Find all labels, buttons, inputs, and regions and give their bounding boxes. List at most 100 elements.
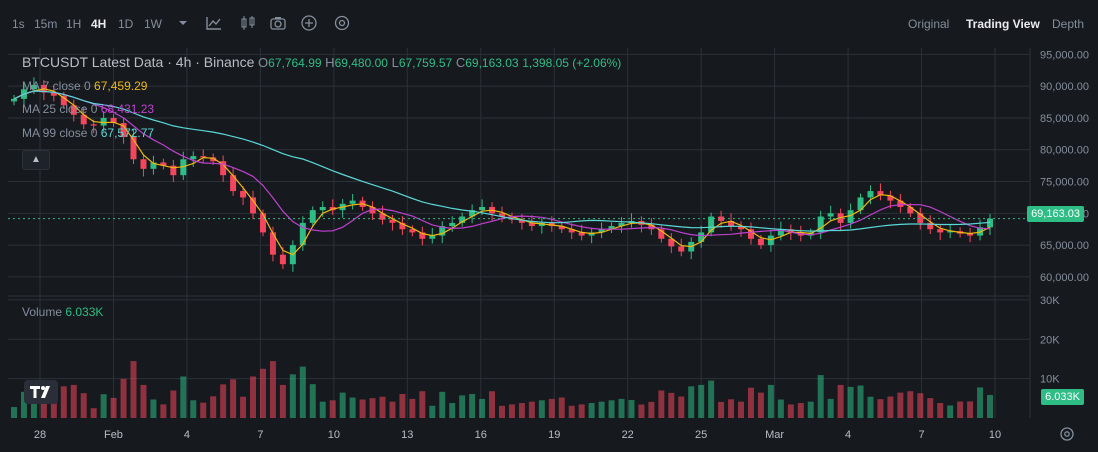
candle-style-icon[interactable] xyxy=(239,14,257,32)
change-value: 1,398.05 (+2.06%) xyxy=(522,56,622,70)
candle-body xyxy=(847,210,854,223)
volume-bar xyxy=(40,392,47,418)
volume-bar xyxy=(459,395,466,418)
volume-axis-label: 10K xyxy=(1040,374,1060,386)
candle-body xyxy=(459,216,466,223)
candle-body xyxy=(787,229,794,233)
candle-body xyxy=(857,197,864,211)
volume-bar xyxy=(60,386,67,418)
low-value: 67,759.57 xyxy=(398,56,453,70)
ma7-label: MA 7 close 0 xyxy=(22,79,91,93)
candle-body xyxy=(439,226,446,236)
volume-bar xyxy=(877,399,884,418)
date-axis-label: 19 xyxy=(548,429,560,441)
interval-15m[interactable]: 15m xyxy=(34,17,58,31)
candle-body xyxy=(518,219,525,223)
candle-body xyxy=(110,117,117,124)
candle-body xyxy=(668,238,675,247)
ma99-value: 67,572.77 xyxy=(100,126,155,140)
camera-icon[interactable] xyxy=(269,14,287,32)
volume-bar xyxy=(110,397,117,418)
volume-bar xyxy=(728,399,735,418)
candle-body xyxy=(827,213,834,217)
view-trading-view[interactable]: Trading View xyxy=(966,17,1040,31)
volume-bar xyxy=(20,391,27,418)
volume-bar xyxy=(180,376,187,418)
volume-bar xyxy=(598,401,605,418)
candle-body xyxy=(309,210,316,223)
volume-bar xyxy=(757,392,764,418)
candle-body xyxy=(558,226,565,230)
volume-bar xyxy=(937,403,944,418)
volume-bar xyxy=(210,396,217,418)
interval-1s[interactable]: 1s xyxy=(12,17,25,31)
volume-axis-label: 30K xyxy=(1040,295,1060,307)
volume-bar xyxy=(718,401,725,418)
volume-bar xyxy=(847,386,854,418)
volume-bar xyxy=(359,399,366,418)
view-original[interactable]: Original xyxy=(908,17,950,31)
volume-bar xyxy=(289,374,296,418)
volume-bar xyxy=(80,393,87,418)
candle-body xyxy=(887,195,894,201)
interval-4h[interactable]: 4H xyxy=(91,17,107,31)
volume-bar xyxy=(578,404,585,418)
candle-body xyxy=(269,232,276,255)
price-axis-label: 80,000.00 xyxy=(1040,145,1089,157)
volume-bar xyxy=(419,391,426,418)
volume-bar xyxy=(658,390,665,418)
candle-body xyxy=(399,222,406,230)
add-icon[interactable] xyxy=(300,14,318,32)
candle-body xyxy=(429,235,436,239)
candle-body xyxy=(240,191,247,198)
candle-body xyxy=(140,159,147,169)
ma99-legend: MA 99 close 0 67,572.77 xyxy=(22,126,154,140)
view-depth[interactable]: Depth xyxy=(1052,17,1085,31)
volume-bar xyxy=(678,396,685,418)
candle-body xyxy=(977,227,984,236)
candle-body xyxy=(379,213,386,220)
volume-bar xyxy=(528,401,535,418)
high-label: H xyxy=(325,55,335,70)
date-axis-label: 7 xyxy=(257,429,263,441)
volume-axis-label: 20K xyxy=(1040,334,1060,346)
volume-bar xyxy=(738,401,745,418)
candle-body xyxy=(927,222,934,230)
interval-1d[interactable]: 1D xyxy=(118,17,134,31)
date-axis-label: Mar xyxy=(765,429,784,441)
interval-1w[interactable]: 1W xyxy=(144,17,162,31)
price-axis-label: 95,000.00 xyxy=(1040,49,1089,61)
candle-body xyxy=(70,105,77,115)
date-axis-label: 22 xyxy=(622,429,634,441)
volume-bar xyxy=(777,399,784,418)
candle-body xyxy=(299,222,306,246)
indicator-icon[interactable] xyxy=(205,14,223,32)
candle-body xyxy=(658,229,665,239)
volume-bar xyxy=(30,400,37,418)
symbol-title: BTCUSDT Latest Data · 4h · Binance xyxy=(22,54,255,70)
volume-bar xyxy=(120,378,127,418)
date-axis-label: 13 xyxy=(401,429,413,441)
interval-1h[interactable]: 1H xyxy=(66,17,82,31)
candle-body xyxy=(449,222,456,227)
tradingview-logo-icon[interactable] xyxy=(24,380,58,404)
volume-bar xyxy=(947,405,954,418)
chart-settings-icon[interactable] xyxy=(1058,425,1076,443)
collapse-legend-button[interactable]: ▲ xyxy=(22,150,50,170)
volume-bar xyxy=(588,403,595,418)
price-axis-label: 75,000.00 xyxy=(1040,177,1089,189)
volume-bar xyxy=(538,400,545,418)
ohlc-legend: BTCUSDT Latest Data · 4h · Binance O67,7… xyxy=(22,54,621,70)
close-label: C xyxy=(455,55,466,70)
volume-bar xyxy=(917,393,924,418)
volume-bar xyxy=(767,384,774,418)
settings-icon[interactable] xyxy=(333,14,351,32)
date-axis-label: 28 xyxy=(34,429,46,441)
volume-bar xyxy=(797,403,804,418)
candle-body xyxy=(230,175,237,192)
volume-bar xyxy=(957,401,964,418)
chevron-down-icon[interactable] xyxy=(174,14,192,32)
volume-bar xyxy=(638,404,645,418)
